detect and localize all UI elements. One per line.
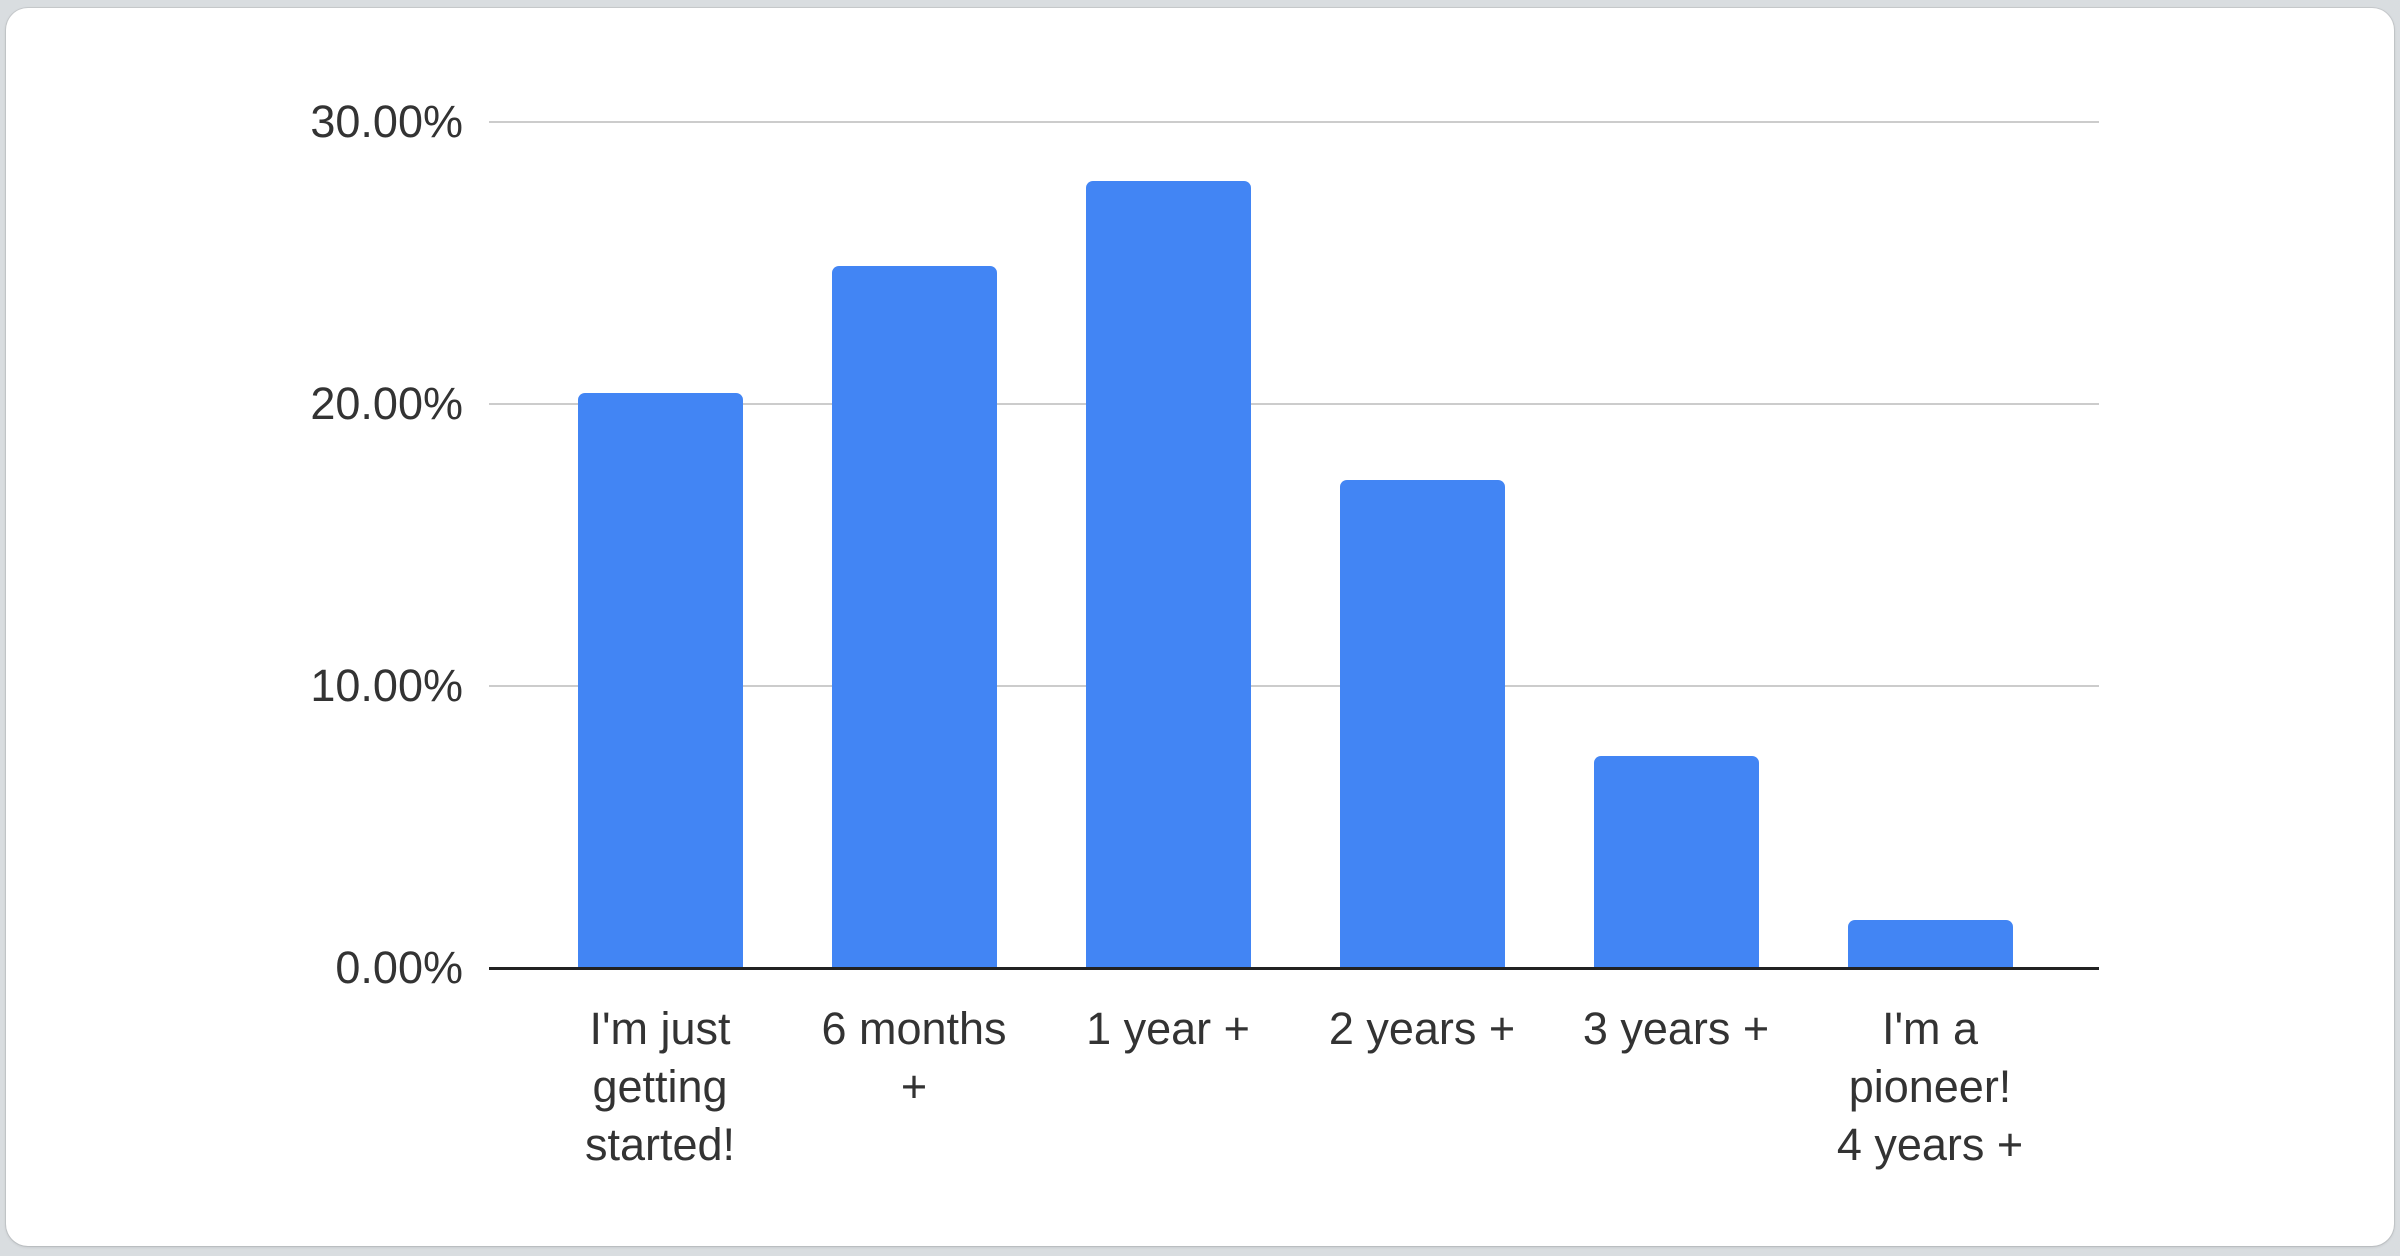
x-axis-line <box>489 967 2099 970</box>
bar-1 <box>577 393 743 968</box>
gridline-30pct <box>489 121 2099 123</box>
gridline-10pct <box>489 685 2099 687</box>
x-axis-category-label: I'm just getting started! <box>584 1003 736 1170</box>
bar-2 <box>831 266 997 968</box>
bar-6 <box>1847 920 2013 968</box>
bar-5 <box>1593 756 1759 968</box>
y-axis-tick-label: 0.00% <box>335 942 463 993</box>
x-axis-category-label: 3 years + <box>1582 1003 1770 1054</box>
gridline-20pct <box>489 403 2099 405</box>
bar-4 <box>1339 480 1505 968</box>
y-axis-tick-label: 20.00% <box>310 378 463 429</box>
y-axis-tick-label: 10.00% <box>310 660 463 711</box>
x-axis-category-label: I'm a pioneer! 4 years + <box>1836 1003 2024 1170</box>
bar-3 <box>1085 181 1251 968</box>
x-axis-category-label: 6 months + <box>821 1003 1007 1112</box>
x-axis-category-label: 1 year + <box>1086 1003 1250 1054</box>
y-axis-tick-label: 30.00% <box>310 96 463 147</box>
x-axis-category-label: 2 years + <box>1328 1003 1516 1054</box>
